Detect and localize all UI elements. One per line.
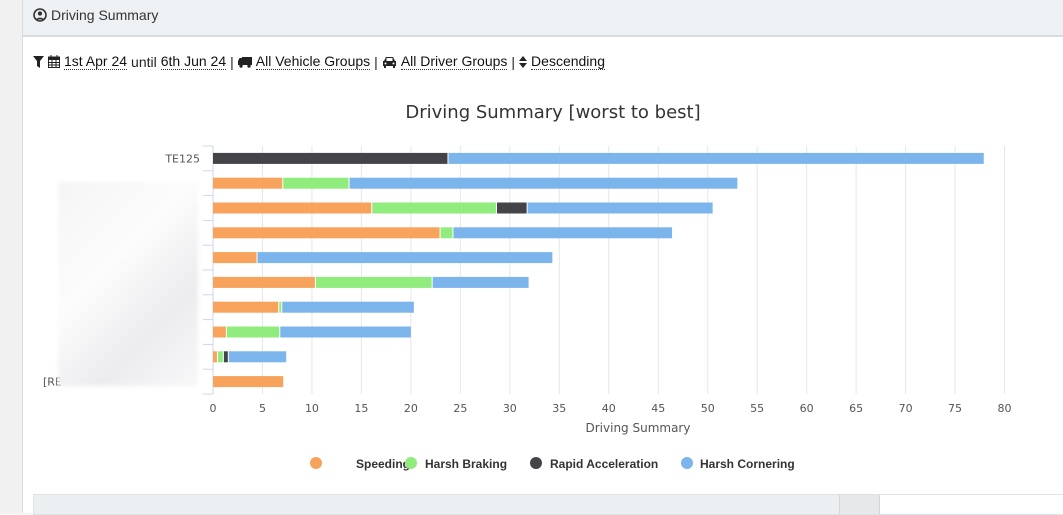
x-tick-label: 50 — [701, 402, 715, 415]
x-tick-label: 80 — [998, 402, 1012, 415]
x-tick-label: 60 — [800, 402, 814, 415]
x-tick-label: 65 — [849, 402, 863, 415]
x-tick-label: 40 — [602, 402, 616, 415]
panel-title-text: Driving Summary — [51, 7, 159, 23]
bar-segment-speeding — [213, 301, 279, 313]
x-tick-label: 0 — [210, 402, 217, 415]
sort-order-link[interactable]: Descending — [531, 53, 605, 70]
bar-segment-harsh-cornering — [432, 276, 529, 288]
bar-segment-speeding — [213, 376, 284, 388]
bar-segment-rapid-acceleration — [496, 202, 527, 214]
separator: | — [511, 53, 516, 70]
x-tick-label: 15 — [354, 402, 368, 415]
bar-segment-harsh-braking — [315, 276, 432, 288]
y-category-label: TE125 — [164, 152, 200, 165]
driving-summary-chart: Driving Summary [worst to best] TE125 [RE… — [43, 102, 1012, 471]
bar-segment-harsh-braking — [372, 202, 496, 214]
bar-segment-harsh-cornering — [257, 252, 553, 264]
legend-item-label: Harsh Cornering — [700, 457, 795, 471]
panel-header: Driving Summary — [23, 0, 1063, 37]
bar-segment-harsh-cornering — [453, 227, 673, 239]
legend-marker — [681, 457, 693, 469]
user-circle-icon — [33, 8, 47, 22]
bar-segment-rapid-acceleration — [213, 152, 448, 164]
driver-groups-link[interactable]: All Driver Groups — [400, 53, 508, 70]
separator: | — [374, 53, 378, 70]
bar-segment-speeding — [213, 227, 440, 239]
x-tick-label: 70 — [899, 402, 913, 415]
bar-segment-speeding — [213, 252, 257, 264]
x-tick-label: 75 — [948, 402, 962, 415]
legend-marker — [530, 457, 542, 469]
redacted-labels-overlay — [58, 182, 198, 386]
driving-summary-panel: Driving Summary 1st Apr 24 until 6th Jun… — [23, 0, 1063, 515]
bar-segment-harsh-cornering — [349, 177, 738, 189]
date-from-link[interactable]: 1st Apr 24 — [64, 53, 128, 70]
page-left-edge — [0, 0, 23, 513]
sort-icon — [519, 55, 528, 68]
bar-segment-speeding — [213, 326, 226, 338]
filter-icon — [33, 55, 44, 68]
until-text: until — [131, 53, 157, 70]
x-tick-label: 25 — [453, 402, 467, 415]
bar-segment-harsh-braking — [440, 227, 453, 239]
bar-segment-rapid-acceleration — [223, 351, 228, 363]
bar-segment-speeding — [213, 351, 217, 363]
legend-item-label: Harsh Braking — [425, 457, 507, 471]
vehicle-groups-link[interactable]: All Vehicle Groups — [255, 53, 371, 70]
bar-segment-harsh-cornering — [282, 301, 414, 313]
x-tick-label: 35 — [552, 402, 566, 415]
legend-item-label: Rapid Acceleration — [550, 457, 658, 471]
filter-bar: 1st Apr 24 until 6th Jun 24 | All Vehicl… — [33, 53, 605, 70]
legend-marker — [405, 457, 417, 469]
bar-segment-harsh-cornering — [228, 351, 287, 363]
bar-segment-harsh-braking — [226, 326, 280, 338]
legend-marker — [310, 457, 322, 469]
bar-segment-harsh-braking — [279, 301, 282, 313]
search-input[interactable] — [879, 495, 1063, 514]
x-axis-title: Driving Summary — [586, 421, 691, 435]
y-category-label: [RE — [43, 376, 62, 389]
bar-segment-speeding — [213, 276, 315, 288]
x-tick-label: 55 — [750, 402, 764, 415]
x-tick-label: 45 — [651, 402, 665, 415]
bar-segment-harsh-cornering — [280, 326, 411, 338]
bar-segment-speeding — [213, 177, 283, 189]
date-to-link[interactable]: 6th Jun 24 — [160, 53, 227, 70]
bar-segment-harsh-braking — [217, 351, 223, 363]
car-icon — [382, 56, 396, 68]
table-toolbar — [33, 494, 1063, 515]
bar-segment-harsh-cornering — [527, 202, 713, 214]
separator: | — [230, 53, 234, 70]
bar-segment-harsh-cornering — [448, 152, 984, 164]
search-icon-box — [839, 495, 880, 514]
x-tick-label: 20 — [404, 402, 418, 415]
truck-icon — [237, 56, 252, 68]
panel-title: Driving Summary — [33, 7, 158, 23]
x-tick-label: 30 — [503, 402, 517, 415]
bar-segment-harsh-braking — [283, 177, 349, 189]
chart-title: Driving Summary [worst to best] — [405, 102, 700, 123]
x-tick-label: 5 — [259, 402, 266, 415]
legend-item-label: Speeding — [356, 457, 410, 471]
calendar-icon — [48, 55, 60, 68]
x-tick-label: 10 — [305, 402, 319, 415]
bar-segment-speeding — [213, 202, 372, 214]
